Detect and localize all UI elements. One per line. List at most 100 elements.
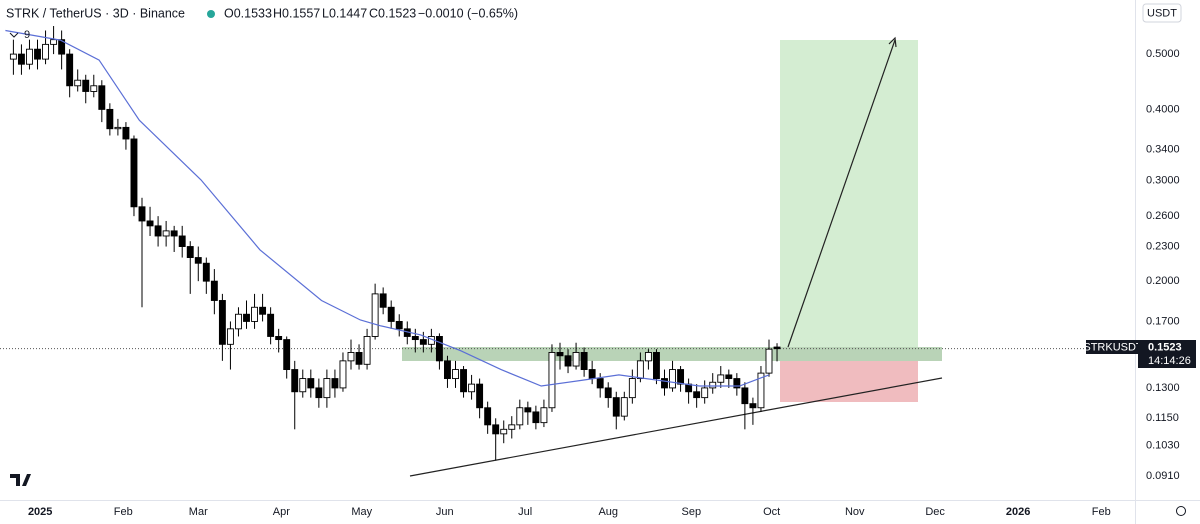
- candle-body: [235, 313, 242, 330]
- candle-body: [138, 206, 146, 222]
- ohlc-close: C0.1523: [369, 6, 416, 20]
- y-tick-label: 0.5000: [1146, 48, 1180, 60]
- candle-body: [186, 246, 194, 258]
- candle-body: [170, 230, 178, 237]
- trend-line: [409, 377, 943, 477]
- market-status: [207, 10, 215, 18]
- settings-icon[interactable]: [1176, 506, 1186, 516]
- x-tick-label: Jun: [436, 506, 454, 518]
- candle-body: [741, 387, 749, 405]
- candle-body: [146, 220, 154, 227]
- y-tick-label: 0.3400: [1146, 144, 1180, 156]
- candle-body: [283, 339, 291, 371]
- collapse-icon[interactable]: [9, 32, 19, 38]
- candle-body: [17, 53, 25, 65]
- x-tick-label: Jul: [518, 506, 532, 518]
- candle-body: [669, 369, 676, 389]
- y-tick-label: 0.3000: [1146, 175, 1180, 187]
- y-tick-label: 0.0910: [1146, 470, 1180, 482]
- candle-body: [693, 391, 701, 399]
- candle-body: [371, 293, 379, 337]
- candle-body: [58, 39, 66, 55]
- candle-body: [709, 381, 717, 389]
- price-tag-box: [1138, 340, 1196, 368]
- candle-body: [114, 126, 122, 130]
- countdown: 14:14:26: [1148, 355, 1191, 367]
- candle-body: [379, 293, 387, 308]
- candle-body: [106, 108, 114, 130]
- candle-body: [218, 300, 226, 345]
- candle-body: [74, 79, 82, 87]
- stop-zone: [780, 361, 918, 402]
- candle-body: [162, 230, 170, 237]
- candle-body: [725, 374, 733, 380]
- x-tick-label: 2026: [1006, 506, 1030, 518]
- candle-body: [66, 53, 74, 87]
- x-tick-label: May: [351, 506, 372, 518]
- y-tick-label: 0.1150: [1146, 412, 1179, 424]
- x-tick-label: Feb: [114, 506, 133, 518]
- candle-body: [548, 352, 556, 409]
- moving-average: [5, 29, 770, 387]
- candle-body: [500, 428, 508, 435]
- candle-body: [508, 424, 516, 430]
- candle-body: [757, 372, 765, 409]
- candle-body: [435, 336, 443, 362]
- candle-body: [339, 360, 347, 389]
- candle-body: [444, 360, 451, 380]
- candle-body: [194, 257, 202, 264]
- arrow-head: [888, 36, 897, 48]
- candle-body: [291, 369, 299, 393]
- candle-body: [363, 336, 371, 365]
- candle-body: [202, 262, 210, 282]
- candle-body: [82, 79, 90, 92]
- target-zone: [780, 40, 918, 347]
- candle-body: [178, 235, 186, 247]
- candle-body: [701, 387, 709, 399]
- candle-body: [411, 336, 419, 341]
- symbol-tag-box: [1086, 340, 1140, 354]
- plot: [0, 26, 1135, 461]
- y-tick-label: 0.1030: [1146, 440, 1180, 452]
- candle-body: [516, 407, 524, 426]
- candle-body: [765, 348, 773, 374]
- candle-body: [532, 411, 540, 424]
- x-tick-label: Mar: [189, 506, 208, 518]
- candle-body: [347, 352, 355, 362]
- candle-body: [210, 280, 218, 301]
- indicator-label: 9: [24, 29, 30, 41]
- candle-body: [98, 85, 106, 110]
- candle-body: [267, 313, 275, 337]
- candle-body: [492, 424, 500, 435]
- y-tick-label: 0.1700: [1146, 315, 1180, 327]
- candle-body: [628, 378, 636, 399]
- candle-body: [275, 336, 283, 341]
- candle-body: [395, 320, 403, 330]
- candle-body: [636, 360, 644, 380]
- currency-label: USDT: [1147, 7, 1177, 19]
- arrow-line: [787, 39, 896, 348]
- candle-body: [620, 397, 628, 417]
- candle-body: [243, 313, 250, 322]
- breakout-band: [402, 347, 942, 361]
- candle-body: [299, 378, 307, 393]
- symbol-tag: STRKUSDT: [1083, 341, 1143, 353]
- x-tick-label: Nov: [845, 506, 865, 518]
- candle-body: [717, 374, 725, 383]
- candle-body: [226, 328, 234, 345]
- symbol-title: STRK / TetherUS · 3D · Binance: [6, 6, 185, 20]
- candle-body: [419, 339, 427, 345]
- candle-body: [733, 378, 741, 389]
- ohlc-high: H0.1557: [273, 6, 320, 20]
- y-tick-label: 0.4000: [1146, 103, 1180, 115]
- change: −0.0010 (−0.65%): [418, 6, 518, 20]
- x-tick-label: Dec: [925, 506, 945, 518]
- candle-body: [323, 378, 331, 399]
- candle-body: [251, 306, 258, 322]
- x-tick-label: Feb: [1092, 506, 1111, 518]
- y-tick-label: 0.2300: [1146, 240, 1180, 252]
- x-tick-label: Oct: [763, 506, 780, 518]
- currency-button[interactable]: [1142, 3, 1182, 23]
- candle-body: [773, 346, 781, 350]
